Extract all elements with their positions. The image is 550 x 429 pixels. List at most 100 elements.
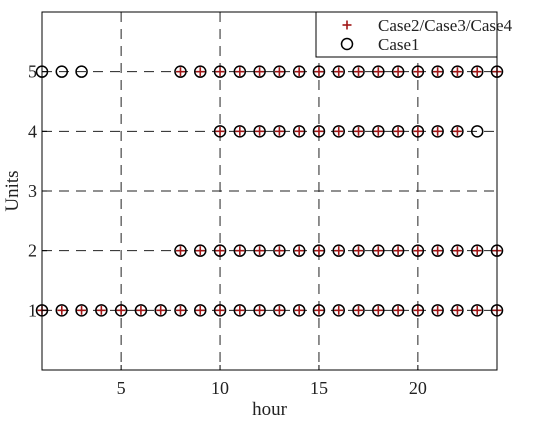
circle-marker (372, 244, 385, 257)
plus-marker (235, 126, 245, 136)
plus-marker (393, 305, 403, 315)
circle-marker (253, 244, 266, 257)
circle-marker (233, 244, 247, 257)
circle-marker (312, 244, 326, 257)
circle-marker (352, 125, 365, 138)
plus-marker (393, 67, 403, 77)
plus-marker (195, 67, 205, 77)
circle-marker (431, 65, 444, 78)
circle-marker (352, 65, 365, 78)
plus-marker (136, 305, 146, 315)
circle-marker (431, 304, 444, 317)
circle-marker (431, 244, 444, 257)
plus-marker (393, 246, 403, 256)
circle-marker (253, 304, 266, 317)
circle-marker (332, 65, 345, 78)
plus-marker (314, 67, 324, 77)
circle-marker (451, 304, 464, 317)
plus-marker (235, 305, 245, 315)
circle-marker (174, 65, 187, 78)
circle-marker (332, 125, 345, 138)
circle-marker (470, 125, 484, 138)
plus-marker (452, 305, 462, 315)
circle-marker (194, 65, 207, 78)
axis-ticks: 5 10 15 20 1 2 3 4 5 (28, 62, 427, 398)
circle-marker (273, 65, 286, 78)
circle-marker (95, 304, 108, 317)
plus-marker (413, 246, 423, 256)
plus-marker (215, 126, 225, 136)
plus-marker (314, 305, 324, 315)
circle-marker (411, 125, 425, 138)
plus-marker (373, 67, 383, 77)
circle-marker (292, 65, 306, 78)
plus-marker (274, 246, 284, 256)
circle-marker (292, 304, 306, 317)
circle-marker (332, 244, 345, 257)
plus-marker (156, 305, 166, 315)
plus-marker (472, 246, 482, 256)
circle-marker (213, 65, 227, 78)
plus-marker (413, 126, 423, 136)
plus-marker (294, 305, 304, 315)
plus-marker (433, 305, 443, 315)
plus-marker (433, 246, 443, 256)
circle-marker (372, 304, 385, 317)
circle-marker (332, 304, 345, 317)
y-tick-label: 1 (28, 300, 37, 320)
plus-marker (334, 305, 344, 315)
y-tick-label: 4 (28, 121, 37, 141)
plus-marker (472, 305, 482, 315)
y-tick-label: 5 (28, 62, 37, 82)
plus-marker (215, 305, 225, 315)
circle-marker (451, 65, 464, 78)
plus-marker (354, 246, 364, 256)
circle-marker (312, 65, 326, 78)
circle-marker (55, 304, 69, 317)
plus-marker (175, 246, 185, 256)
legend-entry: Case1 (340, 35, 420, 54)
plus-marker (354, 67, 364, 77)
plus-marker (373, 246, 383, 256)
y-tick-label: 3 (28, 181, 37, 201)
circle-marker (174, 244, 187, 257)
plus-marker (452, 126, 462, 136)
circle-marker (312, 304, 326, 317)
circle-marker (273, 125, 286, 138)
circle-marker (292, 244, 306, 257)
circle-marker (75, 304, 88, 317)
plus-marker (215, 246, 225, 256)
plus-marker (195, 246, 205, 256)
x-tick-label: 10 (211, 378, 229, 398)
circle-marker (233, 304, 247, 317)
circle-marker (411, 65, 425, 78)
plus-marker (274, 67, 284, 77)
circle-marker (233, 125, 247, 138)
circle-marker (451, 125, 464, 138)
plus-marker (452, 67, 462, 77)
circle-marker (451, 244, 464, 257)
plus-marker (235, 246, 245, 256)
x-tick-label: 15 (310, 378, 328, 398)
plus-marker (294, 246, 304, 256)
circle-marker (352, 244, 365, 257)
circle-marker (391, 65, 405, 78)
x-axis-label: hour (252, 399, 288, 420)
plus-marker (314, 246, 324, 256)
plus-marker (255, 126, 265, 136)
circle-marker (253, 65, 266, 78)
legend-marker (340, 37, 354, 51)
circle-marker (470, 304, 484, 317)
plus-marker (116, 305, 126, 315)
legend-entry: Case2/Case3/Case4 (342, 16, 513, 35)
plus-marker (314, 126, 324, 136)
plus-marker (433, 126, 443, 136)
plus-marker (334, 126, 344, 136)
x-tick-label: 5 (117, 378, 126, 398)
circle-marker (391, 244, 405, 257)
plus-marker (373, 305, 383, 315)
circle-marker (292, 125, 306, 138)
